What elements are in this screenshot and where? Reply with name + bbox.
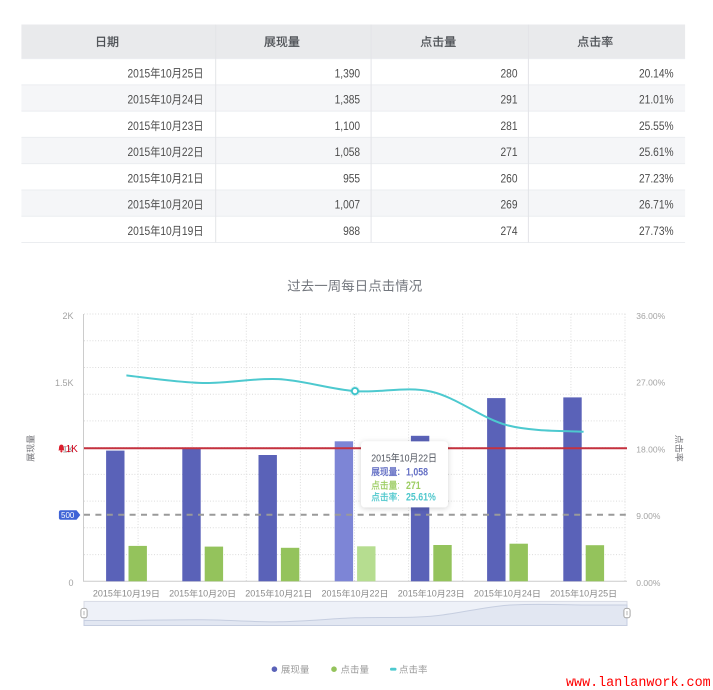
svg-text:500: 500 <box>61 511 75 520</box>
svg-text:20: 20 <box>217 589 227 599</box>
svg-text:21: 21 <box>182 173 193 186</box>
svg-text:988: 988 <box>343 225 360 238</box>
svg-text:2015: 2015 <box>128 225 151 238</box>
svg-text:10: 10 <box>160 68 171 81</box>
svg-text:21.01%: 21.01% <box>639 94 674 107</box>
svg-text:27.73%: 27.73% <box>639 225 674 238</box>
svg-text:2015: 2015 <box>128 120 151 133</box>
svg-text:20: 20 <box>182 199 193 212</box>
svg-text:281: 281 <box>501 120 518 133</box>
svg-text:2015: 2015 <box>474 589 494 599</box>
svg-text:955: 955 <box>343 173 360 186</box>
svg-text:19: 19 <box>182 225 193 238</box>
svg-text:2015: 2015 <box>550 589 570 599</box>
svg-text:36.00%: 36.00% <box>636 311 665 321</box>
svg-text:1,100: 1,100 <box>335 120 361 133</box>
svg-text:21: 21 <box>293 589 303 599</box>
svg-text:22: 22 <box>370 589 380 599</box>
svg-text:23: 23 <box>182 120 193 133</box>
svg-text:2K: 2K <box>63 311 74 321</box>
svg-text:0.00%: 0.00% <box>636 578 661 588</box>
svg-text:10: 10 <box>427 589 437 599</box>
svg-text:271: 271 <box>501 146 518 159</box>
svg-text:10: 10 <box>160 225 171 238</box>
svg-text:10: 10 <box>160 94 171 107</box>
svg-text:22: 22 <box>182 146 193 159</box>
svg-text::: : <box>397 467 400 478</box>
svg-text::: : <box>397 492 399 503</box>
svg-text:10: 10 <box>503 589 513 599</box>
svg-text:18.00%: 18.00% <box>636 444 665 454</box>
svg-text:2015: 2015 <box>128 199 151 212</box>
svg-text:10: 10 <box>351 589 361 599</box>
svg-text:27.00%: 27.00% <box>636 378 665 388</box>
svg-text:24: 24 <box>522 589 532 599</box>
svg-text:10: 10 <box>160 199 171 212</box>
svg-text:19: 19 <box>141 589 151 599</box>
svg-text:2015: 2015 <box>128 146 151 159</box>
svg-text:1,007: 1,007 <box>335 199 361 212</box>
svg-text:10: 10 <box>160 146 171 159</box>
svg-text:10: 10 <box>198 589 208 599</box>
svg-text:25: 25 <box>182 68 193 81</box>
svg-text:1.5K: 1.5K <box>55 378 74 388</box>
svg-text:280: 280 <box>501 68 518 81</box>
svg-text:1K: 1K <box>63 445 74 455</box>
svg-text:10: 10 <box>122 589 132 599</box>
svg-text:0: 0 <box>69 578 74 588</box>
svg-text:2015: 2015 <box>322 589 342 599</box>
svg-text:25.61%: 25.61% <box>406 492 436 504</box>
svg-text:1K: 1K <box>66 444 79 455</box>
svg-text:10: 10 <box>160 173 171 186</box>
svg-text:www.lanlanwork.com: www.lanlanwork.com <box>566 676 711 690</box>
svg-text:2015: 2015 <box>128 94 151 107</box>
svg-text::: : <box>397 480 399 491</box>
svg-text:10: 10 <box>579 589 589 599</box>
svg-text:1,390: 1,390 <box>335 68 361 81</box>
svg-text:1,058: 1,058 <box>335 146 361 159</box>
svg-text:10: 10 <box>400 453 410 465</box>
svg-text:25.61%: 25.61% <box>639 146 674 159</box>
svg-text:1,385: 1,385 <box>335 94 361 107</box>
svg-text:2015: 2015 <box>245 589 265 599</box>
svg-text:271: 271 <box>406 480 421 492</box>
svg-text:26.71%: 26.71% <box>639 199 674 212</box>
svg-text:274: 274 <box>501 225 518 238</box>
svg-text:27.23%: 27.23% <box>639 173 674 186</box>
svg-text:20.14%: 20.14% <box>639 68 674 81</box>
svg-text:22: 22 <box>418 453 428 465</box>
svg-text:2015: 2015 <box>371 453 391 465</box>
svg-text:23: 23 <box>446 589 456 599</box>
svg-text:24: 24 <box>182 94 193 107</box>
svg-text:2015: 2015 <box>128 173 151 186</box>
svg-text:10: 10 <box>160 120 171 133</box>
svg-text:2015: 2015 <box>128 68 151 81</box>
svg-text:10: 10 <box>274 589 284 599</box>
svg-text:260: 260 <box>501 173 518 186</box>
svg-text:1K: 1K <box>63 445 74 455</box>
svg-text:1,058: 1,058 <box>406 467 428 479</box>
svg-text:2015: 2015 <box>93 589 113 599</box>
svg-text:2015: 2015 <box>398 589 418 599</box>
svg-text:25: 25 <box>598 589 608 599</box>
svg-text:2015: 2015 <box>169 589 189 599</box>
svg-text:25.55%: 25.55% <box>639 120 674 133</box>
svg-text:9.00%: 9.00% <box>636 511 661 521</box>
svg-text:269: 269 <box>501 199 518 212</box>
svg-text:291: 291 <box>501 94 518 107</box>
